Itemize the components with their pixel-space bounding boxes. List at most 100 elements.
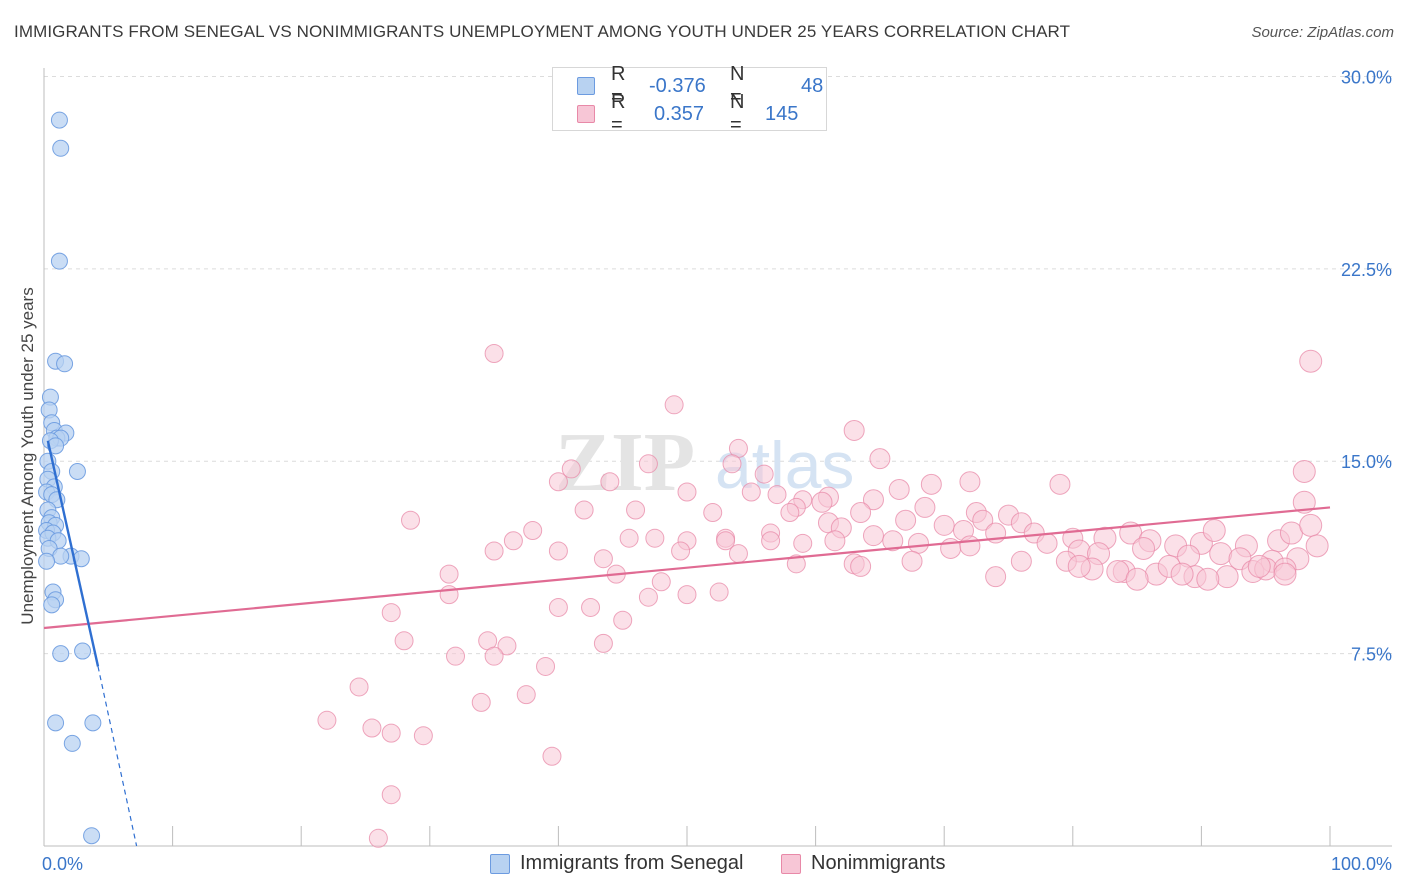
nonimmigrants-point xyxy=(972,509,994,531)
nonimmigrants-point xyxy=(843,419,865,441)
nonimmigrants-point xyxy=(1067,554,1091,578)
nonimmigrants-point xyxy=(850,555,872,577)
grid-lines xyxy=(44,75,1392,655)
legend-label-nonimmigrants: Nonimmigrants xyxy=(811,852,946,874)
legend-swatch-nonimmigrants xyxy=(577,105,595,123)
nonimmigrants-point xyxy=(317,710,337,730)
nonimmigrants-point xyxy=(1132,536,1156,560)
nonimmigrants-point xyxy=(882,530,904,552)
nonimmigrants-point xyxy=(677,482,697,502)
senegal-point xyxy=(56,355,74,373)
nonimmigrants-point xyxy=(1049,473,1071,495)
nonimmigrants-point xyxy=(439,564,459,584)
nonimmigrants-point xyxy=(786,554,806,574)
nonimmigrants-point xyxy=(645,528,665,548)
senegal-trend-line xyxy=(46,440,100,667)
nonimmigrants-point xyxy=(709,582,729,602)
nonimmigrants-point xyxy=(497,636,517,656)
legend-r-label: R = xyxy=(611,63,626,108)
nonimmigrants-point xyxy=(581,597,601,617)
legend-item-senegal[interactable]: Immigrants from Senegal xyxy=(490,852,743,875)
nonimmigrants-point xyxy=(862,525,884,547)
nonimmigrants-point xyxy=(959,535,981,557)
x-tick-label: 100.0% xyxy=(1331,854,1392,874)
legend-n-label: N = xyxy=(730,91,745,136)
senegal-point xyxy=(74,642,92,660)
nonimmigrants-point xyxy=(349,677,369,697)
nonimmigrants-point xyxy=(1215,565,1239,589)
nonimmigrants-point xyxy=(362,718,382,738)
senegal-point xyxy=(43,596,61,614)
senegal-trend-extension xyxy=(97,666,138,847)
senegal-point xyxy=(84,714,102,732)
nonimmigrants-point xyxy=(1125,567,1149,591)
nonimmigrants-point xyxy=(600,472,620,492)
nonimmigrants-point xyxy=(824,530,846,552)
nonimmigrants-point xyxy=(381,603,401,623)
nonimmigrants-points xyxy=(317,344,1329,848)
chart-title: IMMIGRANTS FROM SENEGAL VS NONIMMIGRANTS… xyxy=(14,22,1071,41)
nonimmigrants-point xyxy=(394,631,414,651)
nonimmigrants-point xyxy=(914,496,936,518)
nonimmigrants-point xyxy=(1106,560,1130,584)
nonimmigrants-point xyxy=(728,544,748,564)
x-tick-label: 0.0% xyxy=(42,854,83,874)
nonimmigrants-point xyxy=(722,454,742,474)
nonimmigrants-point xyxy=(516,685,536,705)
nonimmigrants-point xyxy=(716,531,736,551)
nonimmigrants-point xyxy=(619,528,639,548)
nonimmigrants-point xyxy=(484,344,504,364)
nonimmigrants-point xyxy=(548,597,568,617)
nonimmigrants-point xyxy=(1202,518,1226,542)
nonimmigrants-point xyxy=(484,541,504,561)
nonimmigrants-point xyxy=(1299,349,1323,373)
stats-legend: R = -0.376 N = 48 R = 0.357 N = 145 xyxy=(552,63,827,136)
nonimmigrants-point xyxy=(907,532,929,554)
nonimmigrants-point xyxy=(503,531,523,551)
nonimmigrants-point xyxy=(471,692,491,712)
nonimmigrants-point xyxy=(761,531,781,551)
legend-r-label: R = xyxy=(611,91,626,136)
nonimmigrants-point xyxy=(1292,490,1316,514)
nonimmigrants-point xyxy=(862,489,884,511)
nonimmigrants-point xyxy=(413,726,433,746)
nonimmigrants-point xyxy=(1279,521,1303,545)
nonimmigrants-point xyxy=(985,566,1007,588)
nonimmigrants-point xyxy=(1196,567,1220,591)
nonimmigrants-point xyxy=(741,482,761,502)
tick-labels: 7.5% 15.0% 22.5% 30.0% 0.0% 100.0% xyxy=(42,67,1392,874)
nonimmigrants-point xyxy=(548,472,568,492)
legend-r-value: -0.376 xyxy=(649,74,706,97)
senegal-points xyxy=(38,111,102,845)
nonimmigrants-point xyxy=(767,485,787,505)
senegal-point xyxy=(38,552,56,570)
legend-swatch-nonimmigrants xyxy=(781,853,801,874)
nonimmigrants-point xyxy=(626,500,646,520)
nonimmigrants-point xyxy=(754,464,774,484)
nonimmigrants-point xyxy=(677,585,697,605)
senegal-point xyxy=(52,645,70,663)
nonimmigrants-point xyxy=(901,550,923,572)
legend-n-label: N = xyxy=(730,63,745,108)
legend-item-nonimmigrants[interactable]: Nonimmigrants xyxy=(781,852,945,875)
nonimmigrants-point xyxy=(780,503,800,523)
nonimmigrants-point xyxy=(671,541,691,561)
chart-source: Source: ZipAtlas.com xyxy=(1251,24,1394,41)
nonimmigrants-point xyxy=(811,491,833,513)
senegal-point xyxy=(52,547,70,565)
nonimmigrants-point xyxy=(850,502,872,524)
nonimmigrants-point xyxy=(664,395,684,415)
legend-n-value: 48 xyxy=(801,74,824,97)
nonimmigrants-point xyxy=(959,471,981,493)
nonimmigrants-point xyxy=(381,723,401,743)
nonimmigrants-point xyxy=(1010,550,1032,572)
nonimmigrants-point xyxy=(920,473,942,495)
y-tick-label: 22.5% xyxy=(1341,260,1392,280)
nonimmigrants-point xyxy=(1273,562,1297,586)
nonimmigrants-point xyxy=(593,633,613,653)
legend-n-value: 145 xyxy=(765,102,799,125)
nonimmigrants-point xyxy=(1209,542,1233,566)
nonimmigrants-point xyxy=(1170,562,1194,586)
nonimmigrants-point xyxy=(933,514,955,536)
nonimmigrants-point xyxy=(869,448,891,470)
